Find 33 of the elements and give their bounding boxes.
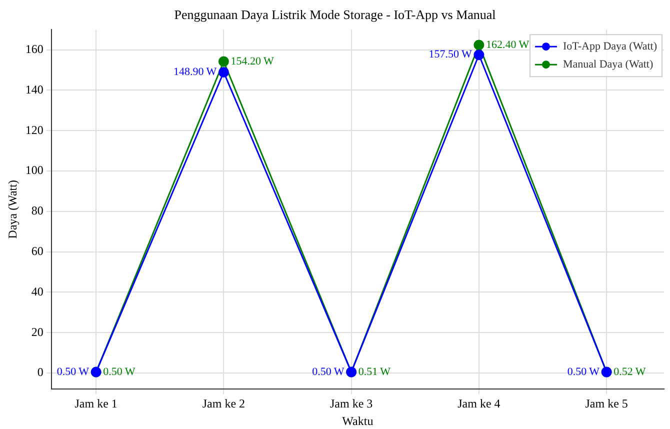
y-tick-label: 60 — [31, 244, 44, 258]
x-axis-title: Waktu — [342, 414, 374, 428]
x-tick-label: Jam ke 1 — [74, 396, 118, 411]
y-tick-label: 40 — [31, 284, 44, 298]
chart-title: Penggunaan Daya Listrik Mode Storage - IoT-App vs Manual — [174, 7, 496, 22]
y-tick-label: 100 — [25, 163, 44, 178]
point — [218, 66, 229, 78]
y-tick-label: 20 — [31, 324, 44, 339]
data-label: 154.20 W — [230, 55, 274, 68]
x-tick-label: Jam ke 5 — [585, 396, 628, 411]
data-label: 0.50 W — [312, 366, 345, 378]
y-tick-label: 120 — [25, 122, 44, 137]
y-axis-title: Daya (Watt) — [5, 180, 20, 239]
y-tick-label: 80 — [31, 204, 44, 218]
legend-label: IoT-App Daya (Watt) — [562, 40, 658, 52]
data-label: 0.50 W — [567, 366, 600, 378]
data-label: 0.52 W — [614, 366, 646, 378]
x-tick-label: Jam ke 2 — [202, 396, 246, 411]
point — [218, 56, 229, 67]
y-tick-label: 0 — [37, 365, 44, 380]
data-label: 157.50 W — [428, 48, 473, 61]
point — [474, 50, 484, 60]
point — [474, 40, 484, 50]
x-tick-label: Jam ke 4 — [458, 396, 500, 411]
data-label: 0.50 W — [56, 366, 90, 378]
data-label: 148.90 W — [174, 66, 218, 78]
y-tick-label: 140 — [25, 82, 44, 96]
data-label: 162.40 W — [486, 38, 530, 51]
data-label: 0.51 W — [358, 366, 392, 378]
y-tick-label: 160 — [25, 42, 44, 56]
legend-label: Manual Daya (Watt) — [562, 58, 654, 70]
data-label: 0.50 W — [103, 366, 136, 378]
x-tick-label: Jam ke 3 — [330, 396, 373, 411]
